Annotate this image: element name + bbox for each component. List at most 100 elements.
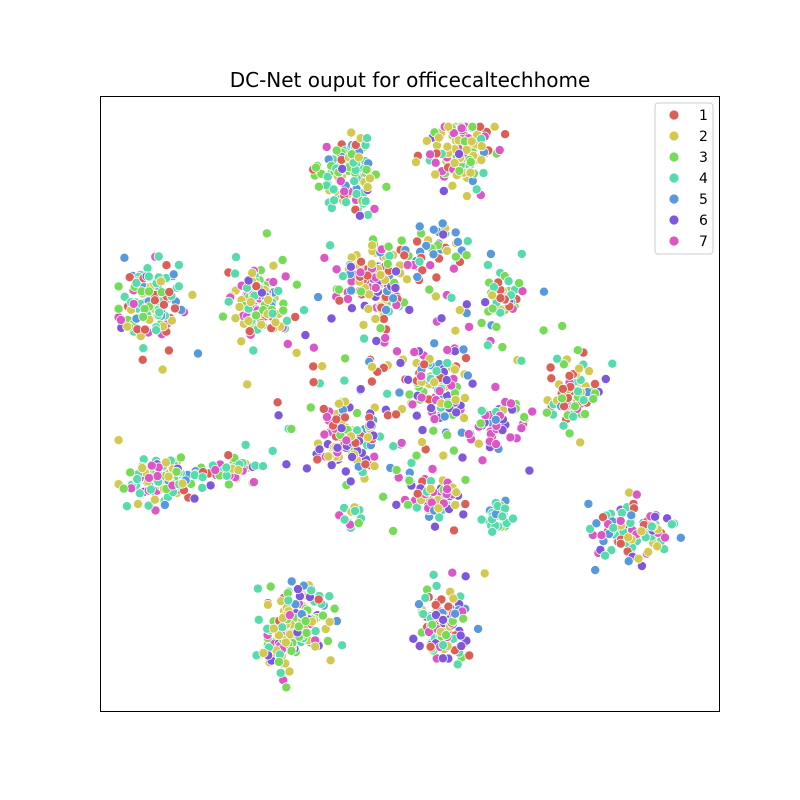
scatter-point-series-2	[366, 361, 377, 372]
scatter-point-series-5	[168, 269, 179, 280]
scatter-point-series-1	[399, 250, 410, 261]
scatter-point-series-6	[332, 442, 343, 453]
scatter-point-series-3	[382, 258, 393, 269]
scatter-point-series-7	[319, 429, 330, 440]
scatter-point-series-4	[452, 659, 463, 670]
scatter-point-series-4	[552, 353, 563, 364]
legend-label-5: 5	[699, 192, 708, 208]
scatter-point-series-3	[125, 467, 136, 478]
scatter-point-series-3	[300, 616, 311, 627]
scatter-point-series-1	[598, 512, 609, 523]
scatter-point-series-7	[407, 399, 418, 410]
scatter-point-series-7	[280, 271, 291, 282]
scatter-point-series-5	[473, 623, 484, 634]
scatter-point-series-2	[166, 315, 177, 326]
scatter-point-series-1	[448, 525, 459, 536]
scatter-point-series-2	[449, 157, 460, 168]
scatter-point-series-5	[485, 248, 496, 259]
scatter-point-series-2	[137, 463, 148, 474]
legend-box	[654, 102, 714, 255]
scatter-point-series-1	[366, 376, 377, 387]
scatter-point-series-2	[163, 471, 174, 482]
scatter-point-series-1	[139, 324, 150, 335]
scatter-point-series-4	[360, 196, 371, 207]
scatter-point-series-3	[273, 656, 284, 667]
scatter-point-series-1	[308, 361, 319, 372]
scatter-point-series-5	[439, 411, 450, 422]
scatter-point-series-4	[585, 523, 596, 534]
scatter-point-series-3	[175, 452, 186, 463]
scatter-point-series-3	[458, 613, 469, 624]
scatter-point-series-3	[383, 241, 394, 252]
legend-label-6: 6	[699, 213, 708, 229]
scatter-point-series-2	[325, 655, 336, 666]
scatter-point-series-7	[146, 460, 157, 471]
scatter-point-series-4	[324, 591, 335, 602]
scatter-point-series-1	[149, 295, 160, 306]
scatter-point-series-3	[310, 162, 321, 173]
scatter-point-series-3	[223, 479, 234, 490]
scatter-point-series-7	[615, 515, 626, 526]
scatter-point-series-1	[431, 272, 442, 283]
scatter-point-series-1	[272, 397, 283, 408]
scatter-point-series-7	[477, 455, 488, 466]
scatter-point-series-7	[516, 423, 527, 434]
scatter-point-series-6	[460, 571, 471, 582]
scatter-point-series-3	[557, 393, 568, 404]
scatter-point-series-2	[451, 487, 462, 498]
scatter-point-series-7	[210, 465, 221, 476]
scatter-point-series-4	[573, 386, 584, 397]
scatter-point-series-3	[475, 418, 486, 429]
scatter-point-series-2	[280, 637, 291, 648]
legend-marker-7	[668, 235, 680, 247]
scatter-point-series-1	[251, 281, 262, 292]
scatter-point-series-2	[187, 289, 198, 300]
scatter-point-series-6	[371, 335, 382, 346]
scatter-point-series-6	[355, 384, 366, 395]
scatter-point-series-3	[378, 491, 389, 502]
scatter-point-series-7	[425, 149, 436, 160]
scatter-point-series-6	[457, 452, 468, 463]
scatter-point-series-3	[442, 430, 453, 441]
scatter-point-series-1	[163, 345, 174, 356]
scatter-point-series-4	[382, 388, 393, 399]
legend-label-3: 3	[699, 150, 708, 166]
scatter-point-series-1	[169, 303, 180, 314]
scatter-point-series-4	[606, 545, 617, 556]
scatter-point-series-6	[451, 407, 462, 418]
scatter-point-series-6	[326, 313, 337, 324]
scatter-point-series-3	[138, 311, 149, 322]
scatter-point-series-4	[119, 291, 130, 302]
scatter-point-series-2	[370, 313, 381, 324]
scatter-point-series-2	[430, 291, 441, 302]
scatter-point-series-6	[414, 641, 425, 652]
scatter-point-series-2	[310, 641, 321, 652]
scatter-point-series-3	[450, 251, 461, 262]
scatter-point-series-6	[347, 451, 358, 462]
scatter-point-series-5	[458, 344, 469, 355]
scatter-point-series-3	[442, 399, 453, 410]
scatter-point-series-7	[152, 471, 163, 482]
scatter-point-series-6	[437, 653, 448, 664]
scatter-point-series-3	[491, 321, 502, 332]
scatter-point-series-2	[643, 547, 654, 558]
scatter-point-series-3	[487, 303, 498, 314]
scatter-point-series-4	[231, 252, 242, 263]
scatter-point-series-3	[441, 630, 452, 641]
scatter-point-series-2	[346, 127, 357, 138]
legend-marker-2	[668, 130, 680, 142]
scatter-point-series-4	[197, 482, 208, 493]
scatter-point-series-4	[253, 614, 264, 625]
scatter-point-series-3	[572, 345, 583, 356]
scatter-point-series-3	[538, 325, 549, 336]
scatter-point-series-1	[500, 129, 511, 140]
scatter-point-series-6	[650, 511, 661, 522]
scatter-point-series-2	[243, 315, 254, 326]
scatter-point-series-3	[467, 121, 478, 132]
scatter-point-series-4	[337, 640, 348, 651]
legend: 1 2 3 4 5 6 7	[654, 102, 714, 255]
scatter-point-series-7	[596, 530, 607, 541]
scatter-point-series-4	[516, 355, 527, 366]
scatter-point-series-7	[319, 252, 330, 263]
scatter-point-series-3	[278, 305, 289, 316]
